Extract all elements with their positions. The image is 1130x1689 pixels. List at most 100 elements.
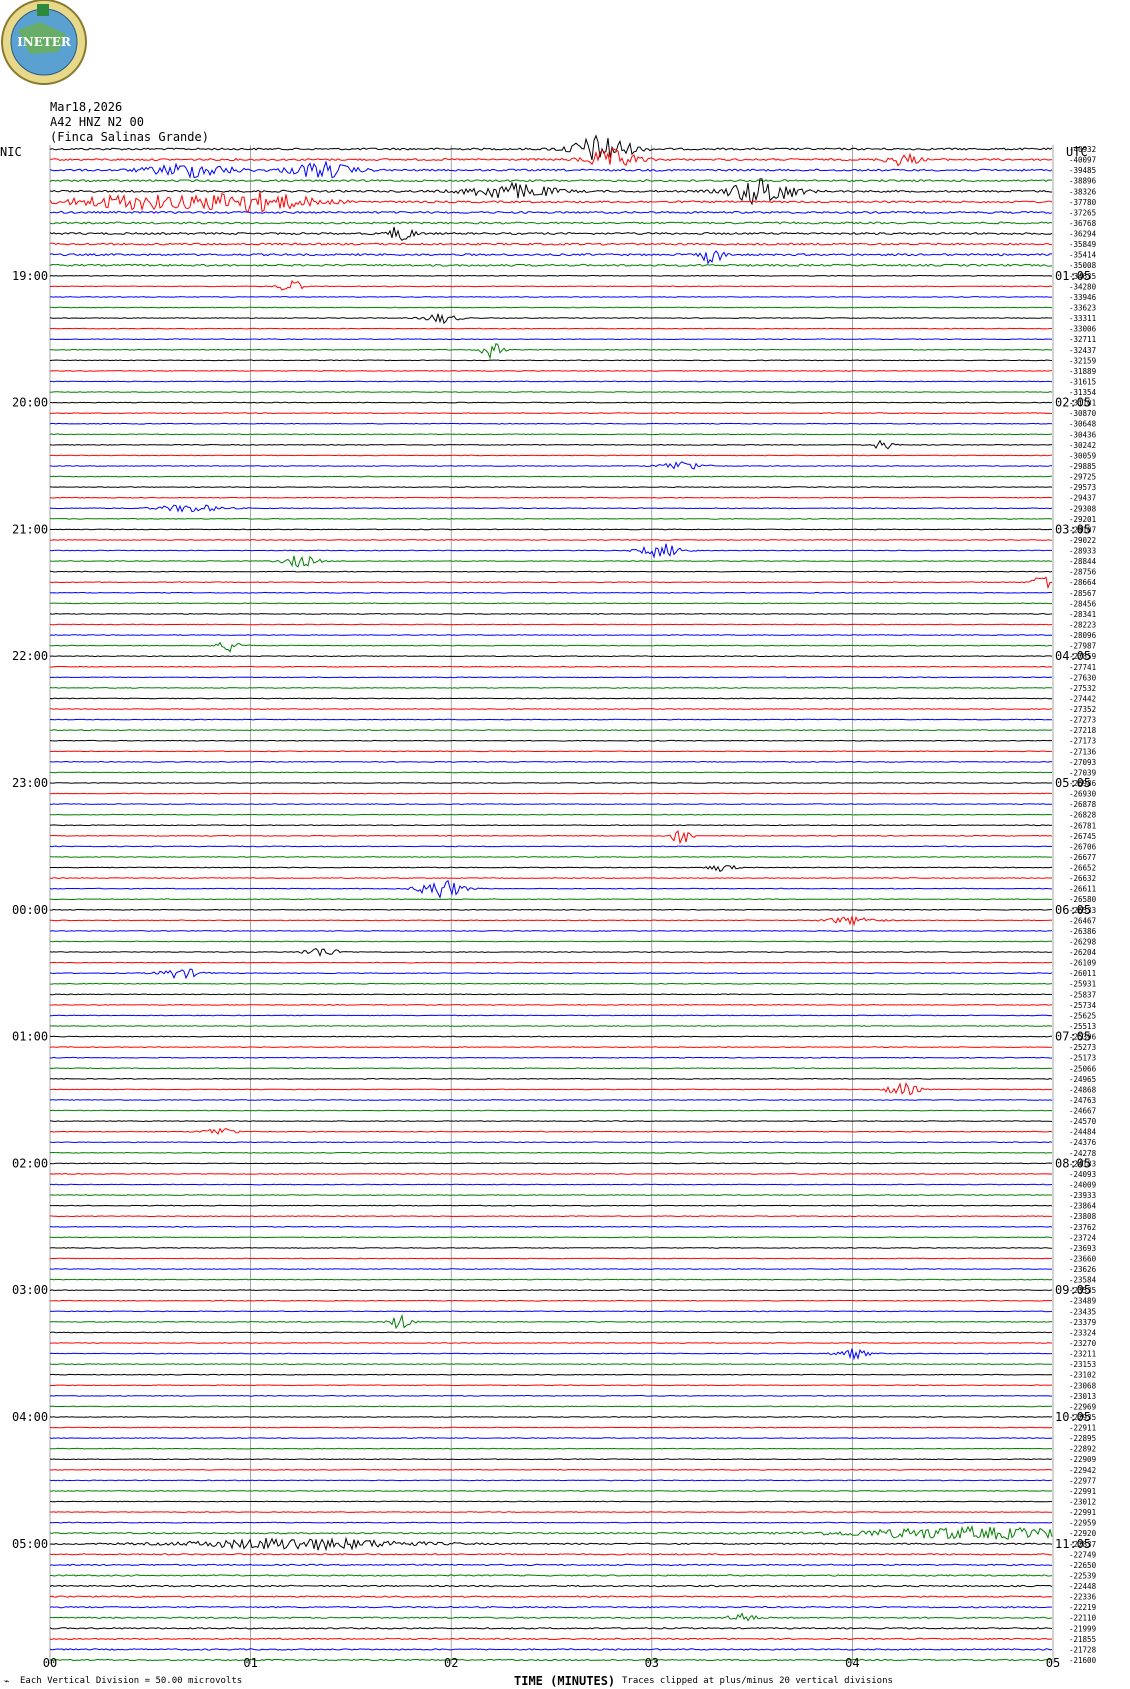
- trace-offset-label-20: -32159: [1069, 356, 1096, 365]
- seismic-trace-73: [49, 914, 1053, 927]
- seismic-trace-82: [49, 1014, 1053, 1017]
- trace-offset-label-24: -31101: [1069, 399, 1096, 408]
- seismic-trace-62: [49, 803, 1052, 806]
- seismic-trace-121: [49, 1426, 1053, 1429]
- trace-offset-label-27: -30436: [1069, 430, 1097, 439]
- seismic-trace-68: [49, 864, 1053, 873]
- trace-offset-label-19: -32437: [1069, 346, 1096, 355]
- seismic-trace-125: [49, 1468, 1053, 1471]
- scale-note: Each Vertical Division = 50.00 microvolt…: [20, 1676, 243, 1686]
- seismic-trace-87: [49, 1067, 1053, 1070]
- seismic-trace-76: [49, 948, 1053, 958]
- seismic-trace-71: [49, 898, 1053, 901]
- seismic-trace-78: [49, 968, 1053, 980]
- left-timezone: NIC: [0, 145, 22, 159]
- seismic-trace-130: [49, 1521, 1053, 1524]
- trace-offset-label-94: -24376: [1069, 1138, 1097, 1147]
- trace-offset-label-104: -23693: [1069, 1244, 1096, 1253]
- trace-offset-label-120: -22935: [1069, 1413, 1096, 1422]
- trace-offset-label-48: -27859: [1069, 652, 1096, 661]
- seismic-trace-10: [49, 250, 1053, 265]
- seismic-trace-31: [49, 475, 1052, 478]
- seismic-trace-54: [49, 718, 1053, 721]
- seismic-trace-83: [49, 1025, 1053, 1027]
- seismic-trace-49: [49, 665, 1053, 668]
- trace-offset-label-23: -31354: [1069, 388, 1097, 397]
- trace-offset-label-135: -22539: [1069, 1571, 1096, 1580]
- seismic-trace-12: [49, 274, 1053, 277]
- clip-note: Traces clipped at plus/minus 20 vertical…: [622, 1676, 893, 1686]
- trace-offset-label-77: -26109: [1069, 959, 1096, 968]
- seismic-trace-138: [49, 1605, 1052, 1609]
- seismic-trace-8: [49, 226, 1053, 241]
- right-timezone: UTC: [1066, 145, 1088, 159]
- seismic-trace-96: [49, 1162, 1053, 1165]
- seismic-trace-116: [49, 1373, 1053, 1376]
- right-time-label-1: 02:05: [1055, 396, 1091, 410]
- trace-offset-label-17: -33006: [1069, 325, 1097, 334]
- seismic-trace-30: [49, 461, 1053, 470]
- record-date: Mar18,2026: [50, 100, 123, 114]
- right-time-label-10: 11:05: [1055, 1537, 1091, 1551]
- seismic-trace-100: [50, 1204, 1053, 1207]
- trace-offset-label-142: -21728: [1069, 1645, 1097, 1654]
- seismic-trace-46: [49, 634, 1053, 636]
- seismic-trace-29: [49, 454, 1053, 457]
- trace-offset-label-6: -37265: [1069, 208, 1096, 217]
- trace-offset-label-119: -22969: [1069, 1402, 1096, 1411]
- trace-offset-label-138: -22219: [1069, 1603, 1096, 1612]
- trace-offset-label-100: -23864: [1069, 1202, 1097, 1211]
- trace-offset-label-57: -27136: [1069, 747, 1097, 756]
- seismic-trace-16: [49, 313, 1053, 325]
- trace-offset-label-140: -21999: [1069, 1624, 1096, 1633]
- seismic-trace-9: [49, 242, 1053, 246]
- seismic-trace-127: [50, 1490, 1053, 1492]
- seismic-trace-61: [49, 792, 1053, 795]
- seismic-trace-43: [50, 602, 1053, 605]
- trace-offset-label-4: -38326: [1069, 187, 1097, 196]
- seismic-trace-63: [50, 813, 1053, 816]
- trace-offset-label-106: -23626: [1069, 1265, 1097, 1274]
- left-time-label-9: 04:00: [12, 1410, 48, 1424]
- seismic-trace-67: [49, 856, 1053, 858]
- seismic-trace-17: [49, 327, 1053, 330]
- trace-offset-label-88: -24965: [1069, 1075, 1096, 1084]
- seismic-trace-133: [49, 1553, 1053, 1556]
- trace-offset-label-96: -24183: [1069, 1159, 1096, 1168]
- trace-offset-label-95: -24278: [1069, 1149, 1097, 1158]
- seismic-trace-77: [49, 961, 1052, 964]
- seismic-trace-19: [49, 342, 1053, 360]
- right-time-label-0: 01:05: [1055, 269, 1091, 283]
- trace-offset-label-11: -35008: [1069, 261, 1097, 270]
- trace-offset-label-8: -36294: [1069, 230, 1097, 239]
- trace-offset-label-49: -27741: [1069, 663, 1096, 672]
- trace-offset-label-85: -25273: [1069, 1043, 1096, 1052]
- left-time-label-6: 01:00: [12, 1030, 48, 1044]
- trace-offset-label-101: -23808: [1069, 1212, 1097, 1221]
- trace-offset-label-128: -23012: [1069, 1498, 1096, 1507]
- seismic-trace-88: [50, 1077, 1053, 1080]
- trace-offset-label-36: -29107: [1069, 525, 1096, 534]
- seismic-trace-102: [49, 1225, 1053, 1228]
- trace-offset-label-12: -34635: [1069, 272, 1096, 281]
- seismic-trace-91: [49, 1109, 1053, 1112]
- seismic-trace-81: [49, 1003, 1053, 1006]
- seismic-trace-0: [49, 134, 1053, 161]
- seismic-trace-80: [49, 993, 1052, 996]
- seismic-trace-32: [49, 486, 1053, 489]
- seismic-trace-69: [49, 877, 1053, 879]
- seismic-trace-89: [49, 1082, 1053, 1096]
- seismic-trace-23: [49, 391, 1053, 393]
- seismic-trace-53: [49, 708, 1053, 710]
- seismic-trace-57: [49, 750, 1052, 753]
- trace-offset-label-99: -23933: [1069, 1191, 1096, 1200]
- seismic-trace-118: [49, 1394, 1053, 1397]
- right-time-label-4: 05:05: [1055, 776, 1091, 790]
- trace-offset-label-37: -29022: [1069, 536, 1096, 545]
- trace-offset-label-70: -26611: [1069, 885, 1096, 894]
- seismic-trace-105: [49, 1257, 1053, 1260]
- trace-offset-label-40: -28756: [1069, 568, 1097, 577]
- station-location: (Finca Salinas Grande): [50, 130, 209, 144]
- trace-offset-label-41: -28664: [1069, 578, 1097, 587]
- seismic-trace-85: [49, 1046, 1052, 1049]
